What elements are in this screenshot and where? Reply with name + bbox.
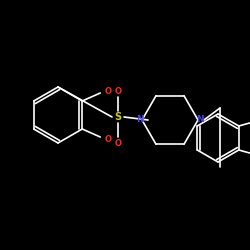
Text: N: N bbox=[196, 116, 204, 124]
Text: O: O bbox=[114, 138, 121, 147]
Text: O: O bbox=[104, 86, 111, 96]
Text: O: O bbox=[104, 134, 111, 143]
Text: O: O bbox=[114, 86, 121, 96]
Text: N: N bbox=[136, 116, 144, 124]
Text: S: S bbox=[114, 112, 121, 122]
